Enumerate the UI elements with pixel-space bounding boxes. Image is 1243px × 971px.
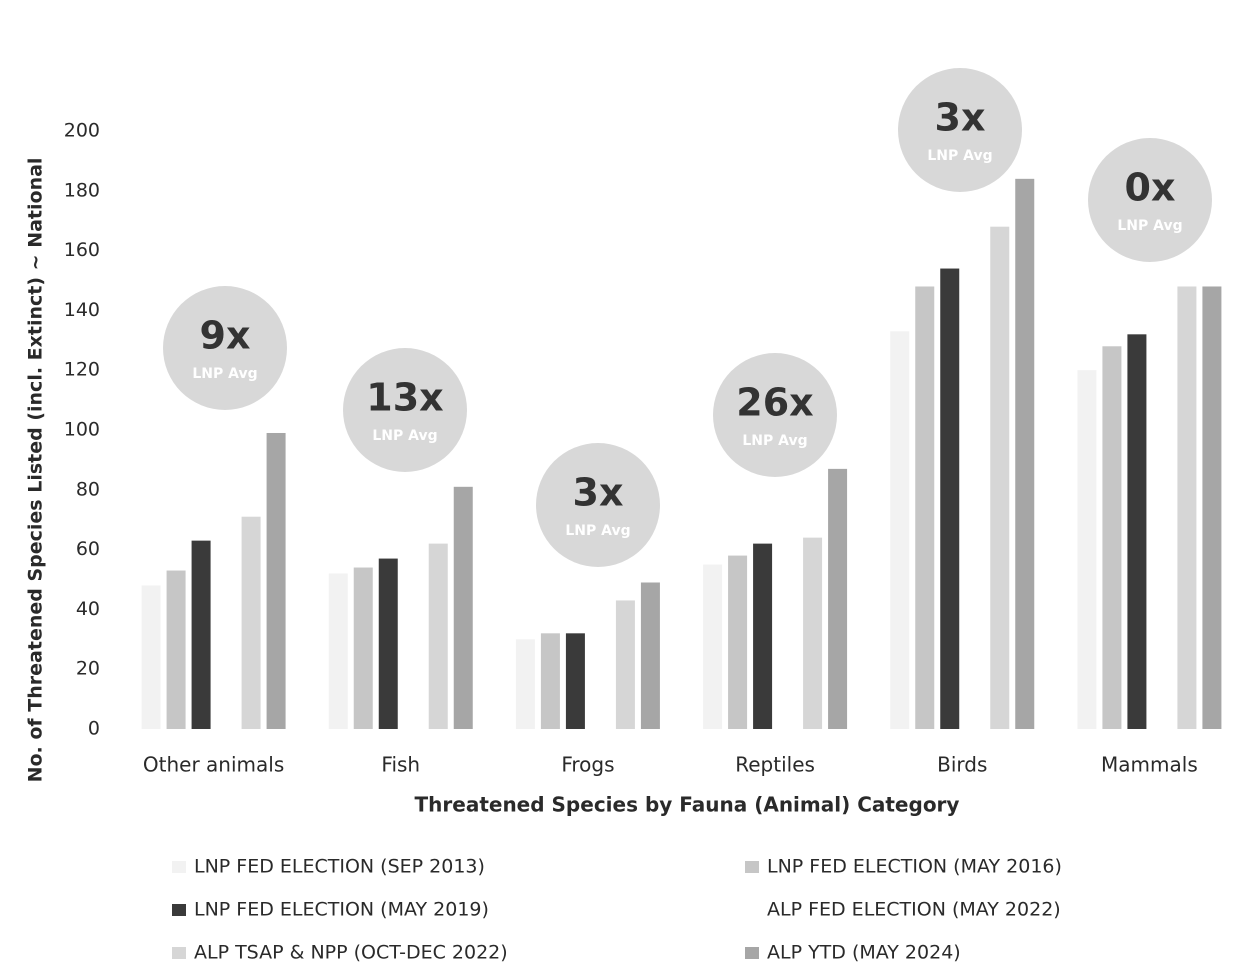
badge-label: LNP Avg [372,428,437,444]
bar [1015,178,1035,730]
badge-label: LNP Avg [927,148,992,164]
bar [141,585,161,729]
legend-label: LNP FED ELECTION (SEP 2013) [194,856,485,878]
y-tick-label: 140 [64,299,100,321]
bar [728,555,748,729]
bar [1127,334,1147,729]
bar [428,543,448,729]
bar [266,432,286,729]
legend-swatch [745,904,759,916]
y-axis-title: No. of Threatened Species Listed (incl. … [25,158,47,783]
bar [565,633,585,729]
badge [1088,138,1212,262]
y-tick-label: 100 [64,419,100,441]
bar [378,558,398,729]
badge [343,348,467,472]
bar [1152,316,1172,729]
legend-swatch [172,947,186,959]
bar [890,331,910,729]
x-tick-label: Other animals [143,753,284,777]
badge [898,68,1022,192]
badge-value: 26x [736,381,813,425]
legend-swatch [745,947,759,959]
y-tick-label: 80 [76,478,100,500]
bar [778,549,798,729]
bar [1177,286,1197,729]
y-tick-label: 60 [76,538,100,560]
legend-swatch [745,861,759,873]
bar [640,582,660,729]
x-axis-title: Threatened Species by Fauna (Animal) Cat… [415,793,960,817]
badge-label: LNP Avg [742,433,807,449]
y-tick-label: 40 [76,598,100,620]
bar [753,543,773,729]
badge-label: LNP Avg [192,366,257,382]
badge [536,443,660,567]
bar [453,486,473,729]
x-tick-label: Reptiles [735,753,815,777]
bar [615,600,635,729]
y-tick-label: 20 [76,658,100,680]
legend-swatch [172,904,186,916]
bar [403,555,423,729]
x-tick-label: Frogs [561,753,614,777]
legend-label: LNP FED ELECTION (MAY 2016) [767,856,1062,878]
bar [990,226,1010,729]
bar [328,573,348,729]
bar [803,537,823,729]
bar [1077,370,1097,729]
bar [353,567,373,729]
badge-value: 13x [366,376,443,420]
bar [241,516,261,729]
y-tick-label: 160 [64,239,100,261]
badge-label: LNP Avg [1117,218,1182,234]
bar [1202,286,1222,729]
legend-label: ALP TSAP & NPP (OCT-DEC 2022) [194,942,508,964]
badge [713,353,837,477]
x-tick-label: Mammals [1101,753,1198,777]
badge-value: 3x [935,96,986,140]
badge-value: 3x [573,471,624,515]
bar [828,468,848,729]
legend-label: ALP YTD (MAY 2024) [767,942,961,964]
bar [1102,346,1122,729]
badge-value: 9x [200,314,251,358]
bar [515,639,535,729]
bar [216,627,236,729]
bar [191,540,211,729]
bar [940,268,960,729]
bar [540,633,560,729]
y-tick-label: 180 [64,179,100,201]
legend-label: LNP FED ELECTION (MAY 2019) [194,899,489,921]
legend-swatch [172,861,186,873]
x-tick-label: Fish [381,753,420,777]
x-tick-label: Birds [937,753,987,777]
y-tick-label: 0 [88,718,100,740]
badge-label: LNP Avg [565,523,630,539]
y-tick-label: 120 [64,359,100,381]
badge-value: 0x [1125,166,1176,210]
bar [703,564,723,729]
badge [163,286,287,410]
legend-label: ALP FED ELECTION (MAY 2022) [767,899,1061,921]
bar [590,630,610,729]
bar [166,570,186,729]
y-tick-label: 200 [64,120,100,142]
bar [965,259,985,729]
bar [915,286,935,729]
